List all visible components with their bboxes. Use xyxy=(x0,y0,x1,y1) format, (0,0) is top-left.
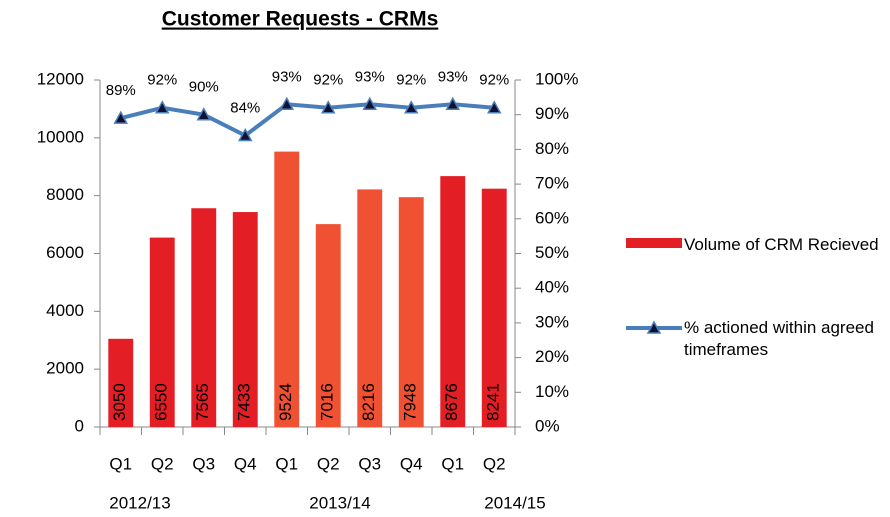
bar-label: 7016 xyxy=(318,383,337,421)
bar xyxy=(315,224,341,427)
y2-tick-label: 100% xyxy=(535,69,578,88)
bar xyxy=(108,338,134,427)
y-tick-label: 0 xyxy=(75,416,84,435)
y2-tick-label: 20% xyxy=(535,347,569,366)
y2-tick-label: 10% xyxy=(535,382,569,401)
y2-tick-label: 40% xyxy=(535,278,569,297)
bar xyxy=(191,208,217,427)
x-tick-label: Q3 xyxy=(192,454,215,473)
x-tick-label: Q2 xyxy=(483,454,506,473)
bar xyxy=(232,212,258,427)
line-label: 84% xyxy=(230,99,260,116)
line-label: 92% xyxy=(396,72,426,89)
marker xyxy=(196,107,212,121)
line-label: 92% xyxy=(313,72,343,89)
x-group-label: 2013/14 xyxy=(309,493,370,512)
y-tick-label: 2000 xyxy=(46,359,84,378)
x-tick-label: Q4 xyxy=(400,454,423,473)
line-label: 92% xyxy=(147,72,177,89)
legend-swatch xyxy=(626,238,682,248)
line-label: 93% xyxy=(272,68,302,85)
y-tick-label: 6000 xyxy=(46,243,84,262)
bar-label: 8216 xyxy=(359,383,378,421)
x-tick-label: Q3 xyxy=(358,454,381,473)
bar xyxy=(274,151,300,428)
y-tick-label: 12000 xyxy=(37,69,84,88)
line-label: 93% xyxy=(438,68,468,85)
y2-tick-label: 80% xyxy=(535,139,569,158)
marker xyxy=(445,96,461,111)
bar-label: 8676 xyxy=(442,383,461,421)
x-tick-label: Q2 xyxy=(317,454,340,473)
y2-tick-label: 0% xyxy=(535,416,560,435)
line-label: 90% xyxy=(189,79,219,96)
bar-label: 7433 xyxy=(235,383,254,421)
y-tick-label: 8000 xyxy=(46,185,84,204)
bar xyxy=(398,197,424,427)
legend-label: Volume of CRM Recieved xyxy=(684,235,879,254)
line-label: 89% xyxy=(106,82,136,99)
y-tick-label: 10000 xyxy=(37,127,84,146)
x-tick-label: Q1 xyxy=(109,454,132,473)
bar xyxy=(440,176,466,427)
y2-tick-label: 70% xyxy=(535,174,569,193)
marker xyxy=(362,96,378,111)
y2-tick-label: 50% xyxy=(535,243,569,262)
legend-marker xyxy=(646,320,662,334)
bar xyxy=(481,188,507,427)
marker xyxy=(320,100,336,114)
bar-label: 8241 xyxy=(484,383,503,421)
marker xyxy=(113,110,129,124)
marker xyxy=(154,100,170,114)
chart-title: Customer Requests - CRMs xyxy=(162,8,439,31)
line xyxy=(120,102,495,138)
x-tick-label: Q1 xyxy=(441,454,464,473)
marker xyxy=(486,100,502,114)
y2-tick-label: 90% xyxy=(535,104,569,123)
x-tick-label: Q2 xyxy=(151,454,174,473)
y2-tick-label: 30% xyxy=(535,312,569,331)
bar-label: 3050 xyxy=(110,383,129,421)
bar-label: 6550 xyxy=(152,383,171,421)
bar xyxy=(149,237,175,427)
marker xyxy=(279,96,295,111)
x-tick-label: Q4 xyxy=(234,454,257,473)
y2-tick-label: 60% xyxy=(535,208,569,227)
bar-label: 9524 xyxy=(276,383,295,421)
bar xyxy=(357,189,383,427)
x-group-label: 2014/15 xyxy=(484,493,545,512)
marker xyxy=(237,127,253,142)
y-tick-label: 4000 xyxy=(46,301,84,320)
bar-label: 7948 xyxy=(401,383,420,421)
bar-label: 7565 xyxy=(193,383,212,421)
marker xyxy=(403,100,419,114)
x-group-label: 2012/13 xyxy=(109,493,170,512)
legend-label: % actioned within agreed timeframes xyxy=(684,318,874,359)
x-tick-label: Q1 xyxy=(275,454,298,473)
line-label: 92% xyxy=(479,72,509,89)
line-label: 93% xyxy=(355,68,385,85)
